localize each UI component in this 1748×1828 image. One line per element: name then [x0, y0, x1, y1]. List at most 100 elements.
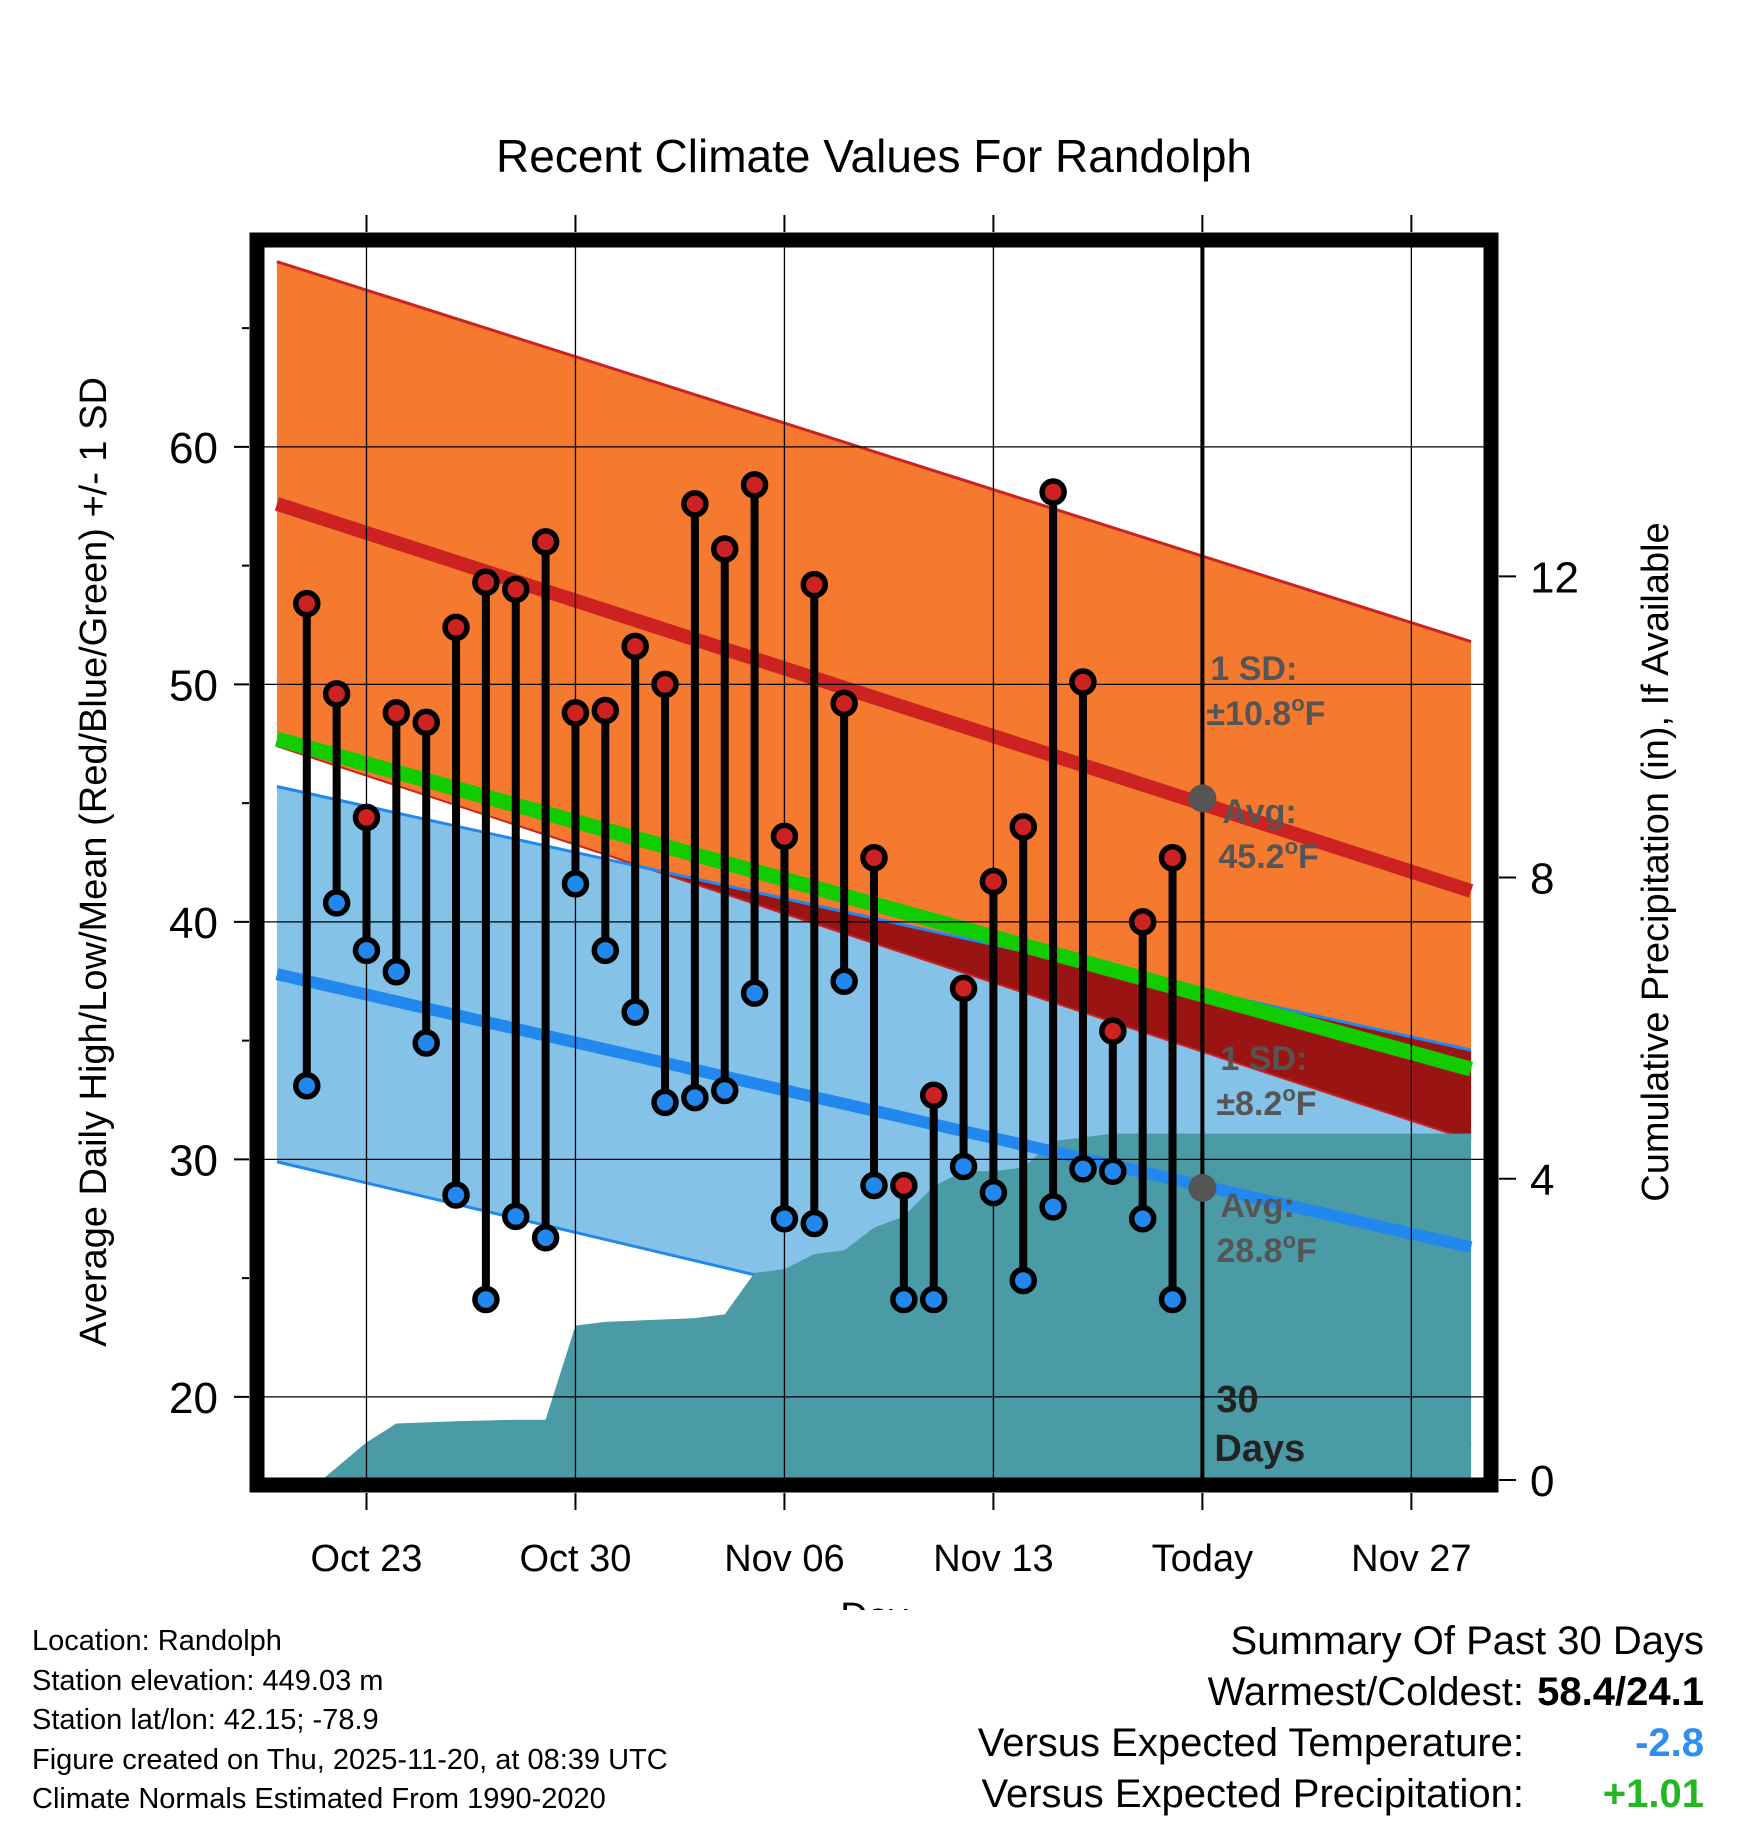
low-point	[710, 1076, 739, 1105]
high-point	[322, 680, 351, 708]
elevation-text: Station elevation: 449.03 m	[32, 1664, 384, 1697]
y-tick-label: 20	[169, 1374, 218, 1423]
high-point	[860, 844, 888, 872]
high-point	[830, 689, 858, 718]
low-point	[382, 958, 411, 986]
summary-title: Summary Of Past 30 Days	[1230, 1619, 1704, 1663]
y-tick-label: 40	[169, 899, 218, 948]
low-point	[621, 998, 649, 1026]
low-point	[502, 1202, 530, 1231]
y2-tick-label: 4	[1530, 1156, 1554, 1205]
warmest-label: Warmest/Coldest:	[1207, 1670, 1524, 1714]
high-avg-today-point	[1188, 784, 1217, 813]
y2-axis-label: Cumulative Precipitation (in), If Availa…	[1635, 522, 1677, 1201]
low-point	[591, 936, 620, 965]
low-point	[890, 1285, 918, 1314]
high-point	[710, 535, 739, 563]
high-sd-value: ±10.8oF	[1206, 691, 1325, 733]
high-sd-label: 1 SD:	[1210, 650, 1297, 688]
precip-anomaly-label: Versus Expected Precipitation:	[981, 1772, 1524, 1816]
high-point	[531, 528, 560, 556]
high-point	[919, 1081, 948, 1109]
high-avg-line	[274, 497, 1474, 898]
x-tick-label: Nov 27	[1351, 1538, 1471, 1580]
low-point	[561, 870, 590, 898]
latlon-text: Station lat/lon: 42.15; -78.9	[32, 1704, 379, 1736]
high-point	[1158, 844, 1187, 872]
high-avg-value: 45.2oF	[1218, 834, 1318, 876]
high-point	[621, 632, 649, 661]
low-avg-value: 28.8oF	[1216, 1228, 1316, 1270]
low-point	[919, 1285, 948, 1314]
high-point	[651, 670, 679, 699]
low-avg-label: Avg:	[1220, 1187, 1294, 1225]
chart-title: Recent Climate Values For Randolph	[496, 130, 1252, 182]
low-avg-today-point	[1188, 1173, 1217, 1202]
high-point	[770, 822, 799, 851]
high-point	[800, 570, 829, 599]
high-point	[561, 699, 590, 727]
high-point	[352, 803, 381, 832]
low-point	[770, 1205, 799, 1233]
low-point	[800, 1209, 829, 1238]
low-point	[1128, 1205, 1157, 1233]
low-point	[322, 889, 351, 917]
low-point	[830, 967, 858, 995]
low-point	[979, 1178, 1008, 1207]
y-tick-label: 30	[169, 1136, 218, 1185]
plot-frame	[249, 232, 1499, 1493]
x-tick-label: Nov 13	[933, 1538, 1053, 1580]
high-point	[1128, 908, 1157, 936]
temp-anomaly-value: -2.8	[1635, 1721, 1704, 1765]
days-label-text: Days	[1214, 1428, 1305, 1470]
high-point	[442, 613, 470, 642]
low-point	[472, 1285, 500, 1314]
high-point	[502, 575, 530, 604]
y-tick-label: 50	[169, 661, 218, 710]
x-tick-label: Today	[1152, 1538, 1253, 1580]
low-sd-value: ±8.2oF	[1216, 1081, 1316, 1123]
normals-text: Climate Normals Estimated From 1990-2020	[32, 1783, 606, 1815]
created-text: Figure created on Thu, 2025-11-20, at 08…	[32, 1743, 668, 1776]
high-avg-label: Avg:	[1222, 793, 1296, 831]
high-point	[890, 1171, 918, 1200]
summary-panel: Summary Of Past 30 Days Warmest/Coldest:…	[978, 1616, 1704, 1820]
low-point	[860, 1171, 888, 1200]
high-point	[1099, 1017, 1127, 1045]
low-point	[740, 979, 769, 1007]
low-point	[1039, 1193, 1067, 1221]
high-point	[681, 490, 709, 518]
temp-anomaly-label: Versus Expected Temperature:	[977, 1721, 1524, 1765]
low-sd-label: 1 SD:	[1220, 1040, 1307, 1078]
low-point	[1009, 1266, 1038, 1295]
y2-tick-label: 8	[1530, 855, 1554, 904]
y2-tick-label: 0	[1530, 1457, 1554, 1506]
high-sd-upper-line	[276, 260, 1472, 644]
high-point	[591, 696, 620, 725]
station-info: Location: Randolph Station elevation: 44…	[32, 1622, 668, 1820]
high-point	[293, 589, 321, 618]
y-axis-label: Average Daily High/Low/Mean (Red/Blue/Gr…	[73, 377, 115, 1347]
precip-anomaly-value: +1.01	[1602, 1772, 1704, 1816]
climate-chart: Recent Climate Values For Randolph 20 30 4…	[73, 130, 1677, 1610]
warmest-value: 58.4/24.1	[1537, 1670, 1704, 1714]
x-tick-label: Oct 30	[519, 1538, 631, 1580]
x-tick-label: Nov 06	[724, 1538, 844, 1580]
low-point	[949, 1152, 978, 1181]
y2-tick-label: 12	[1530, 553, 1579, 602]
low-point	[531, 1224, 560, 1252]
days-label-number: 30	[1216, 1379, 1258, 1421]
y-tick-label: 60	[169, 424, 218, 473]
location-text: Location: Randolph	[32, 1625, 282, 1657]
low-point	[412, 1029, 440, 1057]
high-point	[382, 699, 411, 727]
x-tick-label: Oct 23	[311, 1538, 423, 1580]
low-point	[651, 1088, 679, 1117]
low-point	[1099, 1157, 1127, 1185]
low-point	[1069, 1155, 1097, 1183]
high-point	[949, 974, 978, 1003]
high-point	[740, 471, 769, 499]
x-axis-label: Day	[840, 1596, 908, 1610]
high-point	[412, 708, 440, 737]
low-point	[442, 1181, 470, 1209]
